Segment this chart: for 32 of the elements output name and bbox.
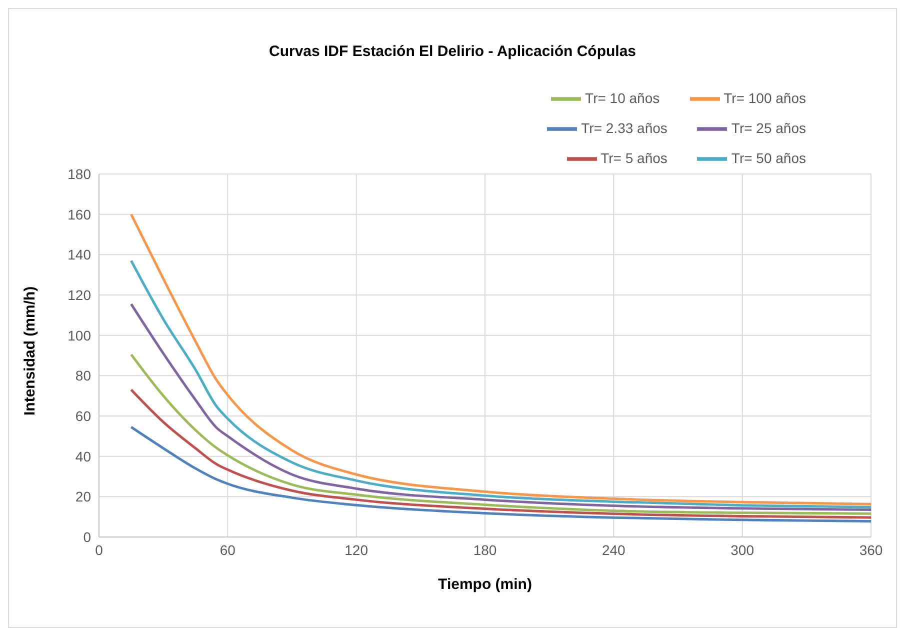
y-tick-label: 160 (68, 206, 92, 222)
x-tick-label: 60 (220, 542, 236, 558)
x-tick-label: 240 (602, 542, 626, 558)
legend-label: Tr= 25 años (731, 120, 806, 136)
y-axis-title: Intensidad (mm/h) (21, 286, 38, 416)
y-tick-label: 40 (75, 448, 92, 464)
x-tick-label: 360 (859, 542, 883, 558)
y-tick-label: 120 (68, 286, 92, 303)
chart-title: Curvas IDF Estación El Delirio - Aplicación Cópulas (268, 43, 638, 60)
legend-label: Tr= 10 años (585, 90, 660, 106)
x-tick-label: 180 (473, 542, 497, 558)
line-series (130, 302, 871, 512)
x-tick-label: 300 (730, 542, 754, 558)
line-series (130, 426, 871, 523)
legend-label: Tr= 5 años (600, 150, 668, 166)
y-tick-label: 80 (75, 368, 92, 384)
legend-label: Tr= 2.33 años (581, 120, 668, 136)
y-tick-label: 20 (75, 488, 92, 505)
legend-label: Tr= 50 años (731, 150, 806, 166)
y-tick-label: 60 (75, 408, 92, 424)
y-tick-label: 0 (83, 528, 92, 545)
legend-label: Tr= 100 años (724, 90, 806, 106)
x-tick-label: 120 (344, 542, 368, 558)
x-axis-title: Tiempo (min) (438, 576, 532, 593)
y-tick-label: 180 (68, 166, 92, 182)
line-series (130, 213, 871, 506)
line-series (130, 353, 871, 515)
y-tick-label: 140 (68, 246, 92, 263)
line-series (130, 388, 871, 519)
y-tick-label: 100 (68, 327, 92, 344)
x-tick-label: 0 (95, 542, 104, 558)
line-series (130, 259, 871, 508)
